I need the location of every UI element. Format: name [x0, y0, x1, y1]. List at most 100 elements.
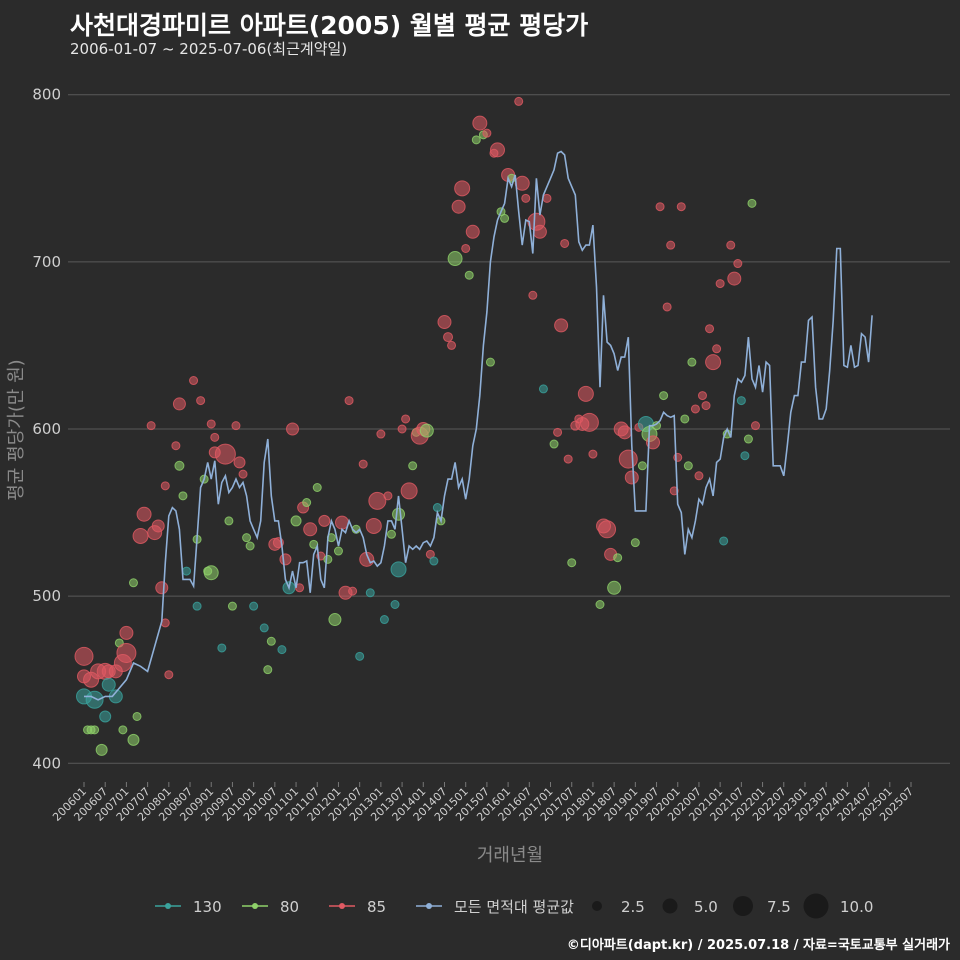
legend-size-label: 2.5: [621, 898, 645, 916]
data-point-s85: [451, 199, 466, 214]
data-point-s85: [318, 514, 331, 527]
data-point-s80: [127, 733, 140, 746]
data-point-s80: [447, 251, 463, 267]
data-point-s80: [419, 423, 434, 438]
data-point-s80: [95, 743, 108, 756]
legend-size-label: 7.5: [767, 898, 791, 916]
data-point-s85: [705, 354, 722, 371]
data-point-s130: [85, 690, 104, 709]
data-point-s80: [500, 213, 510, 223]
data-point-s85: [376, 429, 386, 439]
data-point-s85: [172, 397, 186, 411]
data-point-s80: [607, 580, 622, 595]
x-axis-label: 거래년월: [477, 845, 543, 866]
data-point-s130: [249, 601, 259, 611]
data-point-s85: [694, 471, 704, 481]
data-point-s85: [472, 115, 488, 131]
data-point-s130: [390, 561, 407, 578]
data-point-s80: [743, 434, 753, 444]
data-point-s130: [99, 710, 112, 723]
scatter-points: [74, 96, 760, 756]
data-point-s80: [485, 357, 495, 367]
y-tick-label: 600: [32, 420, 61, 438]
data-point-s85: [646, 435, 661, 450]
data-point-s85: [532, 224, 547, 239]
data-point-s80: [266, 636, 276, 646]
data-point-s80: [245, 541, 255, 551]
data-point-s85: [624, 470, 639, 485]
data-point-s80: [227, 601, 237, 611]
data-point-s80: [178, 491, 188, 501]
data-point-s85: [514, 96, 524, 106]
data-point-s130: [101, 677, 116, 692]
data-point-s85: [74, 646, 94, 666]
data-point-s85: [365, 517, 382, 534]
data-point-s80: [637, 461, 647, 471]
source-credit: ©디아파트(dapt.kr) / 2025.07.18 / 자료=국토교통부 실…: [566, 938, 950, 953]
data-point-s85: [196, 396, 206, 406]
data-point-s80: [323, 554, 333, 564]
data-point-s130: [429, 556, 439, 566]
data-point-s85: [676, 202, 686, 212]
data-point-s85: [279, 553, 292, 566]
data-point-s80: [128, 578, 138, 588]
data-point-s85: [662, 302, 672, 312]
data-point-s85: [437, 315, 452, 330]
y-axis-ticks: 400 500 600 700 800: [32, 86, 61, 773]
legend: 130 80 85 모든 면적대 평균값 2.5 5.0 7.5 10.0: [155, 893, 873, 919]
legend-label-s85: 85: [367, 898, 386, 916]
data-point-s80: [302, 498, 312, 508]
data-point-s85: [528, 290, 538, 300]
chart-title: 사천대경파미르 아파트(2005) 월별 평균 평당가: [70, 11, 589, 40]
data-point-s85: [189, 376, 199, 386]
data-point-s85: [210, 432, 220, 442]
data-point-s130: [719, 536, 729, 546]
data-point-s80: [630, 538, 640, 548]
data-point-s85: [712, 344, 722, 354]
data-point-s80: [747, 198, 757, 208]
data-point-s85: [233, 456, 246, 469]
data-point-s85: [401, 414, 411, 424]
data-point-s80: [683, 461, 693, 471]
data-point-s85: [666, 240, 676, 250]
data-point-s80: [224, 516, 234, 526]
data-point-s85: [733, 259, 743, 269]
grid-lines: [68, 94, 950, 764]
data-point-s80: [680, 414, 690, 424]
data-point-s130: [390, 600, 400, 609]
data-point-s85: [598, 520, 617, 539]
average-line: [84, 150, 873, 701]
data-point-s85: [655, 202, 665, 212]
data-point-s85: [461, 243, 471, 253]
data-point-s85: [383, 491, 393, 501]
data-point-s85: [750, 421, 760, 431]
chart-subtitle: 2006-01-07 ~ 2025-07-06(최근계약일): [70, 40, 348, 58]
data-point-s80: [263, 665, 273, 675]
data-point-s130: [355, 651, 365, 661]
data-point-s85: [171, 441, 181, 451]
data-point-s85: [454, 180, 471, 197]
data-point-s85: [669, 486, 679, 496]
data-point-s80: [90, 725, 100, 735]
data-point-s130: [217, 643, 227, 653]
data-point-s85: [542, 193, 552, 203]
data-point-s85: [447, 340, 457, 350]
data-point-s85: [238, 469, 248, 479]
average-series-line: [84, 150, 873, 701]
legend-label-s130: 130: [193, 898, 222, 916]
data-point-s80: [312, 483, 322, 492]
data-point-s80: [408, 461, 418, 471]
data-point-s80: [549, 439, 559, 449]
data-point-s85: [348, 586, 358, 596]
legend-size-label: 10.0: [840, 898, 873, 916]
data-point-s80: [174, 460, 185, 471]
data-point-s80: [290, 515, 302, 527]
x-axis-ticks: 2006012006072007012007072008012008072009…: [50, 782, 916, 824]
data-point-s85: [579, 412, 599, 432]
data-point-s85: [214, 443, 236, 465]
data-point-s85: [560, 238, 570, 248]
data-point-s130: [538, 384, 548, 394]
data-point-s80: [132, 711, 142, 721]
legend-dot-s80: [252, 903, 258, 909]
